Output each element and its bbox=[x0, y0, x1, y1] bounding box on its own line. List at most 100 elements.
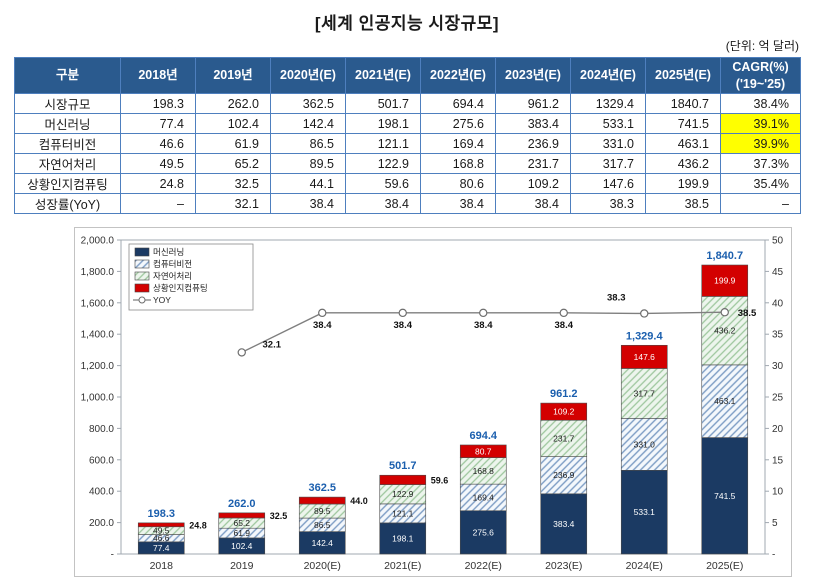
value-cell: 198.3 bbox=[120, 93, 196, 114]
segment-label: 275.6 bbox=[473, 527, 495, 537]
yoy-marker bbox=[318, 308, 327, 318]
segment-label: 142.4 bbox=[312, 538, 334, 548]
column-header: 2024년(E) bbox=[570, 57, 646, 94]
segment-label: 61.9 bbox=[233, 528, 250, 538]
value-cell: 147.6 bbox=[570, 173, 646, 194]
row-label: 머신러닝 bbox=[14, 113, 121, 134]
bar-segment bbox=[540, 456, 588, 495]
value-cell: 32.1 bbox=[195, 193, 271, 214]
column-header: 2025년(E) bbox=[645, 57, 721, 94]
yoy-line: 32.1 38.4 38.4 38.4 38.4 38.3 38.5 bbox=[237, 292, 757, 357]
svg-text:1,400.0: 1,400.0 bbox=[81, 330, 115, 341]
bar-total-label: 362.5 bbox=[308, 482, 336, 494]
column-header: 2018년 bbox=[120, 57, 196, 94]
value-cell: 38.4 bbox=[345, 193, 421, 214]
svg-text:200.0: 200.0 bbox=[89, 518, 114, 529]
yoy-value-label: 38.4 bbox=[555, 320, 574, 331]
svg-text:1,600.0: 1,600.0 bbox=[81, 298, 115, 309]
table-row: 시장규모 198.3 262.0 362.5 501.7 694.4 961.2 1329.4… bbox=[14, 93, 801, 114]
bar-total-label: 262.0 bbox=[228, 498, 256, 510]
segment-label: 463.1 bbox=[714, 396, 736, 406]
segment-label: 168.8 bbox=[473, 466, 495, 476]
segment-label: 147.6 bbox=[634, 352, 656, 362]
yoy-marker bbox=[720, 308, 729, 317]
segment-label-outside: 24.8 bbox=[189, 520, 207, 530]
svg-text:30: 30 bbox=[772, 361, 784, 372]
svg-text:15: 15 bbox=[772, 455, 784, 466]
value-cell: 102.4 bbox=[195, 113, 271, 134]
value-cell: 109.2 bbox=[495, 173, 571, 194]
value-cell: 142.4 bbox=[270, 113, 346, 134]
legend-swatch bbox=[134, 247, 150, 257]
market-size-table: 구분 2018년 2019년 2020년(E) 2021년(E) 2022년(E) 2023… bbox=[14, 57, 801, 214]
svg-text:2018: 2018 bbox=[150, 560, 174, 572]
legend-swatch bbox=[134, 259, 150, 269]
segment-label: 317.7 bbox=[634, 388, 656, 398]
value-cell: 741.5 bbox=[645, 113, 721, 134]
yoy-marker bbox=[640, 309, 649, 318]
svg-text:2019: 2019 bbox=[230, 560, 254, 572]
segment-label: 533.1 bbox=[634, 507, 656, 517]
value-cell: 61.9 bbox=[195, 133, 271, 154]
yoy-marker bbox=[559, 308, 568, 318]
cagr-cell: 37.3% bbox=[720, 153, 801, 174]
value-cell: 38.4 bbox=[495, 193, 571, 214]
value-cell: 262.0 bbox=[195, 93, 271, 114]
yoy-value-label: 38.4 bbox=[474, 320, 493, 331]
value-cell: 331.0 bbox=[570, 133, 646, 154]
bar-segment bbox=[620, 368, 668, 419]
yoy-value-label: 38.4 bbox=[313, 320, 332, 331]
legend-label: 컴퓨터비전 bbox=[153, 259, 192, 269]
value-cell: 65.2 bbox=[195, 153, 271, 174]
segment-label-outside: 32.5 bbox=[270, 511, 288, 521]
bar-segment bbox=[701, 364, 749, 438]
value-cell: 49.5 bbox=[120, 153, 196, 174]
column-header: 2022년(E) bbox=[420, 57, 496, 94]
svg-text:2024(E): 2024(E) bbox=[626, 560, 663, 572]
svg-text:1,800.0: 1,800.0 bbox=[81, 267, 115, 278]
yoy-value-label: 38.4 bbox=[394, 320, 413, 331]
svg-text:25: 25 bbox=[772, 393, 784, 404]
cagr-cell: 38.4% bbox=[720, 93, 801, 114]
svg-text:1,200.0: 1,200.0 bbox=[81, 361, 115, 372]
column-header: 2019년 bbox=[195, 57, 271, 94]
svg-text:-: - bbox=[772, 550, 775, 561]
legend-label: YOY bbox=[153, 295, 171, 305]
cagr-cell-highlighted: 39.1% bbox=[720, 113, 801, 134]
segment-label-outside: 59.6 bbox=[431, 475, 449, 485]
value-cell: 961.2 bbox=[495, 93, 571, 114]
svg-text:20: 20 bbox=[772, 424, 784, 435]
cagr-cell-highlighted: 39.9% bbox=[720, 133, 801, 154]
unit-label: (단위: 억 달러) bbox=[725, 39, 799, 53]
column-header: 2021년(E) bbox=[345, 57, 421, 94]
market-table-wrap: 구분 2018년 2019년 2020년(E) 2021년(E) 2022년(E) 2023… bbox=[14, 57, 801, 214]
value-cell: 77.4 bbox=[120, 113, 196, 134]
market-chart: - 200.0 400.0 600.0 800.0 1,000.0 1,200.0 1,400… bbox=[74, 227, 792, 577]
yoy-value-label: 32.1 bbox=[263, 339, 282, 350]
value-cell: 80.6 bbox=[420, 173, 496, 194]
segment-label: 89.5 bbox=[314, 506, 331, 516]
yoy-marker bbox=[479, 308, 488, 318]
svg-text:400.0: 400.0 bbox=[89, 487, 114, 498]
value-cell: 275.6 bbox=[420, 113, 496, 134]
svg-text:2025(E): 2025(E) bbox=[706, 560, 743, 572]
value-cell: 317.7 bbox=[570, 153, 646, 174]
yoy-value-label: 38.3 bbox=[607, 292, 626, 303]
svg-text:45: 45 bbox=[772, 267, 784, 278]
legend-label: 상황인지컴퓨팅 bbox=[153, 283, 208, 293]
segment-label: 169.4 bbox=[473, 492, 495, 502]
bar-total-label: 961.2 bbox=[550, 388, 578, 400]
table-row: 자연어처리 49.5 65.2 89.5 122.9 168.8 231.7 317.7 436… bbox=[14, 153, 801, 174]
bar-segment bbox=[379, 474, 427, 485]
segment-label: 86.5 bbox=[314, 520, 331, 530]
column-header: 2020년(E) bbox=[270, 57, 346, 94]
value-cell: 38.4 bbox=[420, 193, 496, 214]
bar-total-label: 501.7 bbox=[389, 460, 417, 472]
bar-segment bbox=[620, 344, 668, 369]
header-row: 구분 2018년 2019년 2020년(E) 2021년(E) 2022년(E) 2023… bbox=[14, 57, 801, 94]
bar-segment bbox=[701, 296, 749, 366]
value-cell: 199.9 bbox=[645, 173, 721, 194]
segment-label: 80.7 bbox=[475, 446, 492, 456]
